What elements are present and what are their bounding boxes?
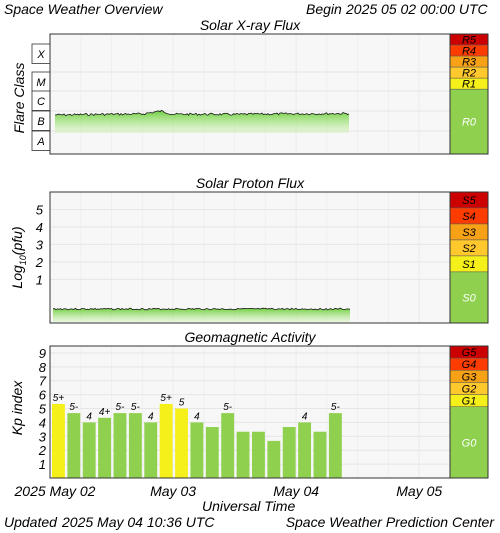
y-tick-label: 1 [39,457,46,472]
y-tick-label: 4 [39,415,46,430]
kp-bar [267,440,281,478]
y-tick-label: 1 [36,272,43,287]
updated-value: 2025 May 04 10:36 UTC [62,514,215,530]
kp-bar [252,431,265,478]
scale-label: R3 [462,57,477,69]
y-tick-label: 9 [39,346,46,361]
begin-date: 2025 05 02 00:00 UTC [346,1,488,17]
panel-title: Solar Proton Flux [196,175,305,191]
kp-bar-label: 5- [69,402,79,413]
kp-bar [221,413,235,478]
y-tick-label: 6 [39,388,47,403]
kp-bar-label: 4 [302,411,308,422]
kp-bar [98,417,112,478]
scale-label: G3 [462,371,478,383]
y-tick-label: 7 [39,374,47,389]
y-tick-label: 8 [39,360,47,375]
kp-bar-label: 5+ [53,393,65,404]
kp-bar-label: 5+ [160,393,172,404]
y-tick-label: 2 [38,443,47,458]
y-axis-label: Log10(pfu) [9,226,28,288]
proton-flux-line [52,307,351,311]
plot-area [50,192,450,323]
begin-label: Begin [306,1,342,17]
flare-class-label: C [37,96,45,108]
scale-label: R2 [462,68,476,80]
xray-flux-line [54,109,350,117]
kp-bar [159,403,173,478]
y-axis-label: Flare Class [11,63,27,134]
scale-label: G2 [462,384,477,396]
y-tick-label: 5 [39,402,47,417]
xray-flux-area [55,110,349,133]
kp-bar [52,403,65,478]
scale-label: S5 [462,195,476,207]
scale-label: R5 [462,35,477,47]
kp-bar-label: 5- [223,402,233,413]
scale-border [449,345,489,479]
plot-area [50,34,450,154]
panel-title: Geomagnetic Activity [185,329,317,345]
x-tick-label: May 03 [150,483,196,499]
y-tick-label: 3 [36,237,44,252]
kp-bar-label: 5- [331,402,341,413]
scale-label: G0 [462,437,478,449]
kp-bar-label: 4 [194,411,200,422]
scale-border [449,191,489,324]
scale-label: R1 [462,79,476,91]
y-tick-label: 4 [36,220,43,235]
scale-box [449,88,489,155]
updated-label: Updated [4,514,57,530]
scale-label: S2 [462,243,475,255]
x-tick-label: May 04 [273,483,319,499]
kp-bar [190,422,204,478]
scale-border [449,33,489,155]
kp-bar [328,413,342,478]
flare-class-label: B [37,116,44,128]
flare-class-label: X [36,49,45,61]
flare-class-label: A [36,136,44,148]
kp-bar [282,427,296,478]
scale-label: S4 [462,211,475,223]
scale-label: G4 [462,359,477,371]
kp-bar [128,413,142,478]
kp-bar [113,413,127,478]
kp-bar-label: 4 [148,411,154,422]
y-tick-label: 3 [39,429,47,444]
credit-text: Space Weather Prediction Center [285,514,494,530]
kp-bar [144,422,158,478]
kp-bar [236,431,250,478]
x-tick-label: 2025 May 02 [14,483,96,499]
scale-label: R4 [462,46,476,58]
kp-bar-label: 4+ [99,407,111,418]
kp-bar [313,431,327,478]
kp-bar-label: 5- [131,402,141,413]
flare-class-label: M [36,77,46,89]
scale-label: G5 [462,347,478,359]
scale-label: S3 [462,227,476,239]
y-axis-label: Kp index [9,380,25,435]
scale-label: G1 [462,396,477,408]
kp-bar [82,422,96,478]
kp-bar-label: 4 [86,411,92,422]
y-tick-label: 2 [35,255,44,270]
kp-bar [298,422,312,478]
kp-bar [205,427,219,478]
kp-bar-label: 5 [179,398,185,409]
x-axis-label: Universal Time [202,498,296,514]
y-tick-label: 5 [36,202,44,217]
kp-bar [175,408,188,478]
scale-label: S1 [462,259,475,271]
proton-flux-area [53,308,350,322]
scale-label: S0 [462,292,476,304]
x-tick-label: May 05 [396,483,442,499]
panel-title: Solar X-ray Flux [200,17,301,33]
kp-bar-label: 5- [116,402,126,413]
page-title: Space Weather Overview [4,1,163,17]
kp-bar [67,413,81,478]
scale-label: R0 [462,117,477,129]
